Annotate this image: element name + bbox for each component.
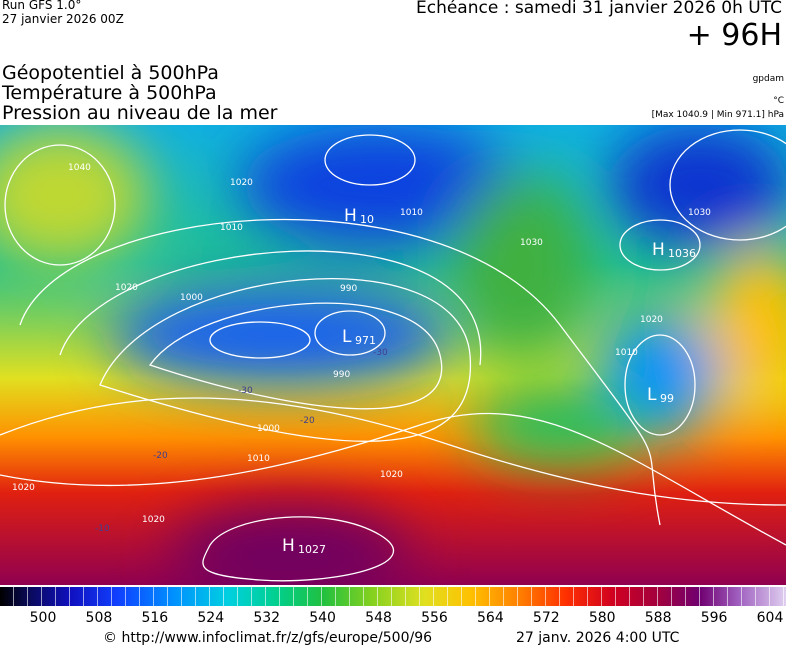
isobar-label: 1020 (230, 178, 253, 188)
unit: °C (773, 96, 784, 106)
center-value: 1027 (298, 543, 326, 556)
isobar-label: 1020 (380, 470, 403, 480)
isobar-label: 990 (340, 284, 357, 294)
colorbar-tick-label: 596 (700, 610, 728, 626)
isotherm-label: -20 (300, 416, 315, 426)
colorbar-tick-label: 540 (309, 610, 336, 626)
isobar-label: 1020 (115, 283, 138, 293)
isotherm-label: -20 (153, 451, 168, 461)
colorbar-tick-label: 532 (253, 610, 281, 626)
isotherm-label: -30 (373, 348, 388, 358)
isobar-label: 990 (333, 370, 350, 380)
isobar-label: 1010 (220, 223, 243, 233)
isobar-label: 1030 (520, 238, 543, 248)
colorbar-tick-label: 508 (85, 610, 113, 626)
unit: gpdam (752, 74, 784, 84)
colorbar (0, 587, 786, 606)
colorbar-tick-label: 500 (29, 610, 57, 626)
center-letter: H (282, 536, 295, 556)
isobar-label: 1020 (640, 315, 663, 325)
title: Géopotentiel à 500hPa (2, 62, 219, 84)
colorbar-tick-label: 548 (365, 610, 392, 626)
isobar-label: 1010 (615, 348, 638, 358)
isobar-label: 1010 (400, 208, 423, 218)
isobar-label: 1010 (247, 454, 270, 464)
center-value: 971 (355, 334, 376, 347)
center-letter: L (342, 327, 352, 347)
colorbar-tick-label: 580 (588, 610, 616, 626)
colorbar-tick-label: 564 (477, 610, 504, 626)
colorbar-tick-label: 588 (644, 610, 672, 626)
colorbar-tick-label: 516 (141, 610, 169, 626)
title: Température à 500hPa (2, 82, 217, 104)
unit: [Max 1040.9 | Min 971.1] hPa (651, 110, 784, 120)
title: Pression au niveau de la mer (2, 102, 278, 124)
center-value: 99 (660, 392, 674, 405)
lead-time: + 96H (686, 18, 782, 53)
isobar-label: 1030 (688, 208, 711, 218)
map: 1040 1030 1020 1020 1010 1000 990 990 10… (0, 125, 786, 585)
center-value: 10 (360, 213, 374, 226)
valid-time: Echéance : samedi 31 janvier 2026 0h UTC (415, 0, 782, 18)
source-url: © http://www.infoclimat.fr/z/gfs/europe/… (103, 630, 433, 646)
center-letter: H (344, 206, 357, 226)
isobar-label: 1020 (142, 515, 165, 525)
colorbar-tick-label: 556 (421, 610, 448, 626)
isobar-label: 1000 (257, 424, 280, 434)
colorbar-tick-label: 572 (532, 610, 560, 626)
run-date: 27 janvier 2026 00Z (2, 12, 124, 26)
isobar-label: 1020 (12, 483, 35, 493)
run: Run GFS 1.0° (2, 0, 82, 12)
center-letter: L (647, 385, 657, 405)
colorbar-tick-label: 524 (197, 610, 225, 626)
isobar-label: 1000 (180, 293, 203, 303)
center-value: 1036 (668, 247, 696, 260)
isotherm-label: -30 (238, 386, 253, 396)
colorbar-tick-label: 604 (756, 610, 784, 626)
issued: 27 janv. 2026 4:00 UTC (516, 630, 680, 646)
center-letter: H (652, 240, 665, 260)
isotherm-label: -10 (95, 524, 110, 534)
isobar-label: 1040 (68, 163, 91, 173)
